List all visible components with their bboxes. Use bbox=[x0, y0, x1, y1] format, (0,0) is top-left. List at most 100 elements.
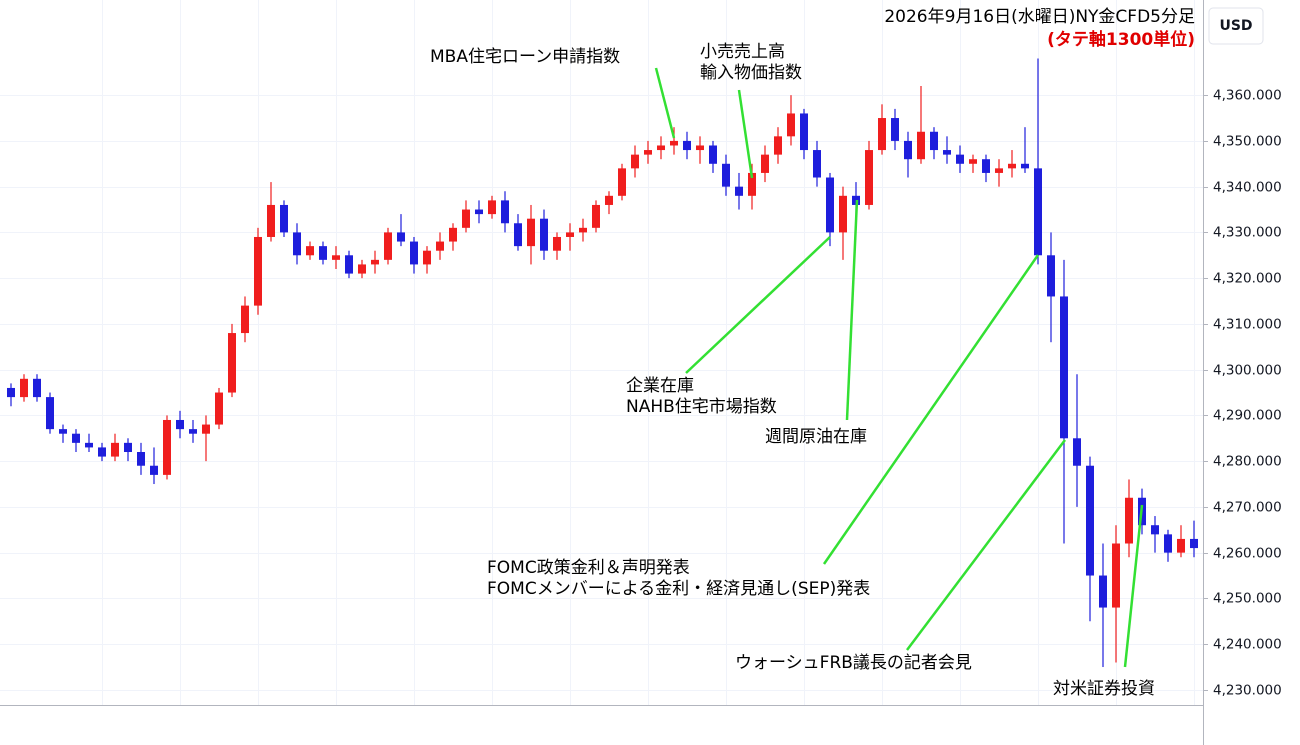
candle-body bbox=[748, 172, 756, 196]
candle-body bbox=[644, 150, 652, 155]
candle-body bbox=[969, 159, 977, 164]
candle-body bbox=[7, 387, 15, 398]
candle-body bbox=[228, 333, 236, 393]
candle-body bbox=[111, 442, 119, 457]
candle-body bbox=[1190, 538, 1198, 549]
candle-body bbox=[436, 241, 444, 251]
candle-body bbox=[150, 465, 158, 475]
candle-body bbox=[1177, 538, 1185, 553]
annotation-leader bbox=[822, 254, 1040, 565]
candle-body bbox=[813, 150, 821, 178]
currency-badge[interactable] bbox=[1208, 7, 1264, 45]
annotation-leader bbox=[737, 89, 754, 179]
candle-body bbox=[280, 204, 288, 233]
candle-body bbox=[1008, 163, 1016, 169]
candle-body bbox=[462, 209, 470, 228]
candle-body bbox=[176, 419, 184, 430]
candle-body bbox=[397, 232, 405, 242]
candle-body bbox=[267, 204, 275, 237]
candle-body bbox=[98, 447, 106, 457]
candle-body bbox=[839, 195, 847, 233]
currency: USD bbox=[1219, 18, 1252, 34]
candle-body bbox=[1099, 575, 1107, 608]
y-tick-label: 4,270.000 bbox=[1213, 500, 1282, 516]
candle-body bbox=[202, 424, 210, 434]
candle-body bbox=[46, 397, 54, 430]
candle-body bbox=[20, 378, 28, 398]
annotation-text: 企業在庫 bbox=[626, 376, 694, 396]
candle-body bbox=[995, 168, 1003, 173]
candle-body bbox=[540, 218, 548, 251]
candle-body bbox=[735, 186, 743, 196]
plot-area bbox=[7, 58, 1198, 668]
annotation-leader bbox=[906, 439, 1066, 651]
annotation-text: MBA住宅ローン申請指数 bbox=[430, 47, 620, 67]
candle-body bbox=[241, 305, 249, 334]
annotation-text: ウォーシュFRB議長の記者会見 bbox=[735, 653, 972, 673]
candle-body bbox=[943, 150, 951, 155]
annotation-text: 小売売上高 bbox=[700, 42, 785, 62]
y-tick-label: 4,340.000 bbox=[1213, 180, 1282, 196]
y-tick-label: 4,300.000 bbox=[1213, 363, 1282, 379]
candle-body bbox=[618, 168, 626, 196]
annotation-leader bbox=[1123, 504, 1144, 668]
candle-body bbox=[553, 236, 561, 251]
candle-body bbox=[878, 118, 886, 151]
candle-body bbox=[1112, 543, 1120, 608]
candle-body bbox=[488, 200, 496, 215]
candle-body bbox=[787, 113, 795, 137]
candle-body bbox=[33, 378, 41, 398]
candle-body bbox=[1021, 163, 1029, 169]
candle-body bbox=[163, 419, 171, 475]
candle-body bbox=[761, 154, 769, 173]
y-tick-label: 4,360.000 bbox=[1213, 88, 1282, 104]
candle-body bbox=[124, 442, 132, 453]
candle-body bbox=[982, 159, 990, 173]
candle-body bbox=[917, 131, 925, 160]
candle-body bbox=[319, 246, 327, 260]
candle-body bbox=[1151, 525, 1159, 535]
candle-body bbox=[904, 140, 912, 160]
candle-body bbox=[566, 232, 574, 237]
candle-body bbox=[423, 250, 431, 265]
y-tick-label: 4,320.000 bbox=[1213, 271, 1282, 287]
candle-body bbox=[631, 154, 639, 169]
chart-subtitle: (タテ軸1300単位) bbox=[1047, 29, 1195, 50]
y-tick-label: 4,280.000 bbox=[1213, 454, 1282, 470]
annotation-text: NAHB住宅市場指数 bbox=[626, 397, 777, 417]
y-tick-label: 4,350.000 bbox=[1213, 134, 1282, 150]
candle-body bbox=[865, 150, 873, 205]
candle-body bbox=[358, 264, 366, 274]
candle-body bbox=[683, 140, 691, 151]
candle-body bbox=[410, 241, 418, 265]
annotation-text: FOMC政策金利＆声明発表 bbox=[487, 558, 690, 578]
annotations: MBA住宅ローン申請指数 小売売上高輸入物価指数企業在庫NAHB住宅市場指数週間原… bbox=[430, 42, 1155, 699]
candle-body bbox=[501, 200, 509, 224]
candle-body bbox=[254, 236, 262, 306]
annotation-text: FOMCメンバーによる金利・経済見通し(SEP)発表 bbox=[487, 579, 870, 599]
candle-body bbox=[1086, 465, 1094, 576]
candle-body bbox=[475, 209, 483, 215]
candle-body bbox=[579, 227, 587, 233]
candle-body bbox=[527, 218, 535, 247]
candle-body bbox=[891, 118, 899, 141]
y-tick-label: 4,310.000 bbox=[1213, 317, 1282, 333]
candle-body bbox=[670, 140, 678, 146]
candle-body bbox=[137, 452, 145, 466]
candle-body bbox=[1164, 534, 1172, 553]
candle-body bbox=[371, 259, 379, 265]
candle-body bbox=[215, 392, 223, 425]
y-tick-label: 4,290.000 bbox=[1213, 408, 1282, 424]
candle-body bbox=[657, 145, 665, 151]
candle-body bbox=[930, 131, 938, 151]
candle-body bbox=[384, 232, 392, 260]
y-tick-label: 4,250.000 bbox=[1213, 591, 1282, 607]
candle-body bbox=[1034, 168, 1042, 256]
candle-body bbox=[59, 429, 67, 434]
candle-body bbox=[72, 433, 80, 443]
candle-body bbox=[306, 246, 314, 256]
candle-body bbox=[592, 204, 600, 228]
annotation-leader bbox=[685, 236, 831, 374]
candle-body bbox=[345, 255, 353, 274]
